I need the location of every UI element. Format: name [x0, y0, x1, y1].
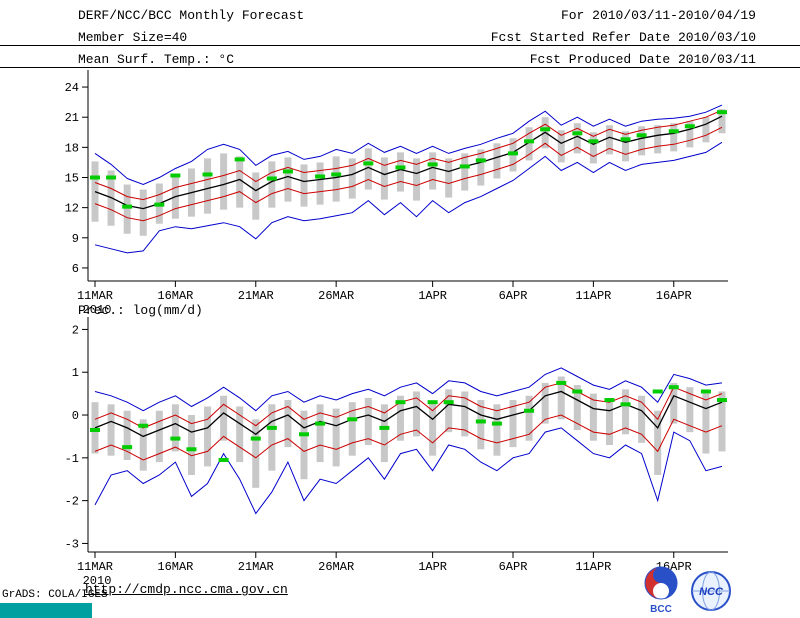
series-ensemble-mean — [94, 115, 723, 210]
surface-temp-xtick-label: 16APR — [656, 289, 692, 303]
bcc-logo-blue-swirl — [653, 567, 677, 599]
surface-temp-xtick-label: 26MAR — [318, 289, 354, 303]
surface-temp-chart: 6 9 12 15 18 21 24 11MAR 16MAR 21MAR 26MAR 1APR 6APR… — [65, 70, 728, 317]
surface-temp-year-label: 2010 — [83, 303, 112, 317]
precipitation-axes: -3 -2 -1 0 1 2 11MAR 16MAR 21MAR 26MAR 1APR 6APR 11A… — [65, 317, 728, 588]
precipitation-xtick-label: 6APR — [499, 560, 528, 574]
website-url: http://cmdp.ncc.cma.gov.cn — [85, 582, 288, 597]
series-ensemble-max — [94, 104, 723, 186]
temp-chart-title: Mean Surf. Temp.: °C — [78, 52, 235, 67]
surface-temp-ytick-label: 18 — [65, 141, 79, 155]
series-upper-quartile — [94, 109, 723, 201]
precipitation-xtick-label: 16MAR — [157, 560, 193, 574]
page-title: DERF/NCC/BCC Monthly Forecast — [78, 8, 305, 23]
surface-temp-ytick-label: 21 — [65, 111, 79, 125]
series-ensemble-mean — [94, 390, 723, 438]
series-observation — [90, 110, 727, 209]
surface-temp-xtick-label: 11APR — [575, 289, 611, 303]
surface-temp-xtick-label: 11MAR — [77, 289, 113, 303]
precipitation-xtick-label: 26MAR — [318, 560, 354, 574]
precipitation-year-label: 2010 — [83, 574, 112, 588]
grads-strip — [0, 603, 92, 618]
member-size-label: Member Size=40 — [78, 30, 188, 45]
precipitation-ytick-label: 2 — [72, 323, 79, 337]
precipitation-spread-bars — [91, 376, 726, 488]
precipitation-ytick-label: 1 — [72, 366, 79, 380]
bcc-logo: BCC — [644, 566, 678, 615]
precipitation-xtick-label: 21MAR — [238, 560, 274, 574]
bcc-logo-ring — [644, 566, 678, 600]
surface-temp-xtick-label: 1APR — [418, 289, 447, 303]
surface-temp-xtick-label: 21MAR — [238, 289, 274, 303]
series-observation — [90, 380, 727, 462]
series-lower-quartile — [94, 414, 723, 461]
series-ensemble-max — [94, 367, 723, 412]
fcst-produced-date: Fcst Produced Date 2010/03/11 — [529, 52, 756, 67]
surface-temp-xtick-label: 6APR — [499, 289, 528, 303]
precipitation-ytick-label: 0 — [72, 409, 79, 423]
surface-temp-axes: 6 9 12 15 18 21 24 11MAR 16MAR 21MAR 26MAR 1APR 6APR… — [65, 70, 728, 317]
header-divider-1 — [0, 45, 800, 46]
series-ensemble-min — [94, 427, 723, 515]
precipitation-xtick-label: 11APR — [575, 560, 611, 574]
precipitation-ytick-label: -1 — [65, 452, 79, 466]
surface-temp-ytick-label: 12 — [65, 202, 79, 216]
surface-temp-ytick-label: 9 — [72, 232, 79, 246]
precip-chart-title: Prec.: log(mm/d) — [78, 303, 203, 318]
surface-temp-ytick-label: 6 — [72, 262, 79, 276]
bcc-logo-text: BCC — [650, 604, 672, 615]
forecast-range: For 2010/03/11-2010/04/19 — [560, 8, 756, 23]
ncc-logo-text: NCC — [699, 586, 724, 598]
surface-temp-ytick-label: 15 — [65, 171, 79, 185]
precipitation-chart: -3 -2 -1 0 1 2 11MAR 16MAR 21MAR 26MAR 1APR 6APR 11A… — [65, 317, 728, 588]
fcst-started-date: Fcst Started Refer Date 2010/03/10 — [490, 30, 756, 45]
precipitation-ytick-label: -3 — [65, 537, 79, 551]
series-ensemble-min — [94, 141, 723, 254]
grads-credit: GrADS: COLA/IGES — [2, 589, 108, 601]
series-upper-quartile — [94, 382, 723, 429]
precipitation-ytick-label: -2 — [65, 495, 79, 509]
ncc-logo: NCC — [691, 571, 731, 611]
surface-temp-ytick-label: 24 — [65, 81, 79, 95]
surface-temp-xtick-label: 16MAR — [157, 289, 193, 303]
header-divider-2 — [0, 67, 800, 68]
surface-temp-spread-bars — [91, 109, 726, 236]
precipitation-xtick-label: 1APR — [418, 560, 447, 574]
precipitation-xtick-label: 11MAR — [77, 560, 113, 574]
series-lower-quartile — [94, 126, 723, 222]
